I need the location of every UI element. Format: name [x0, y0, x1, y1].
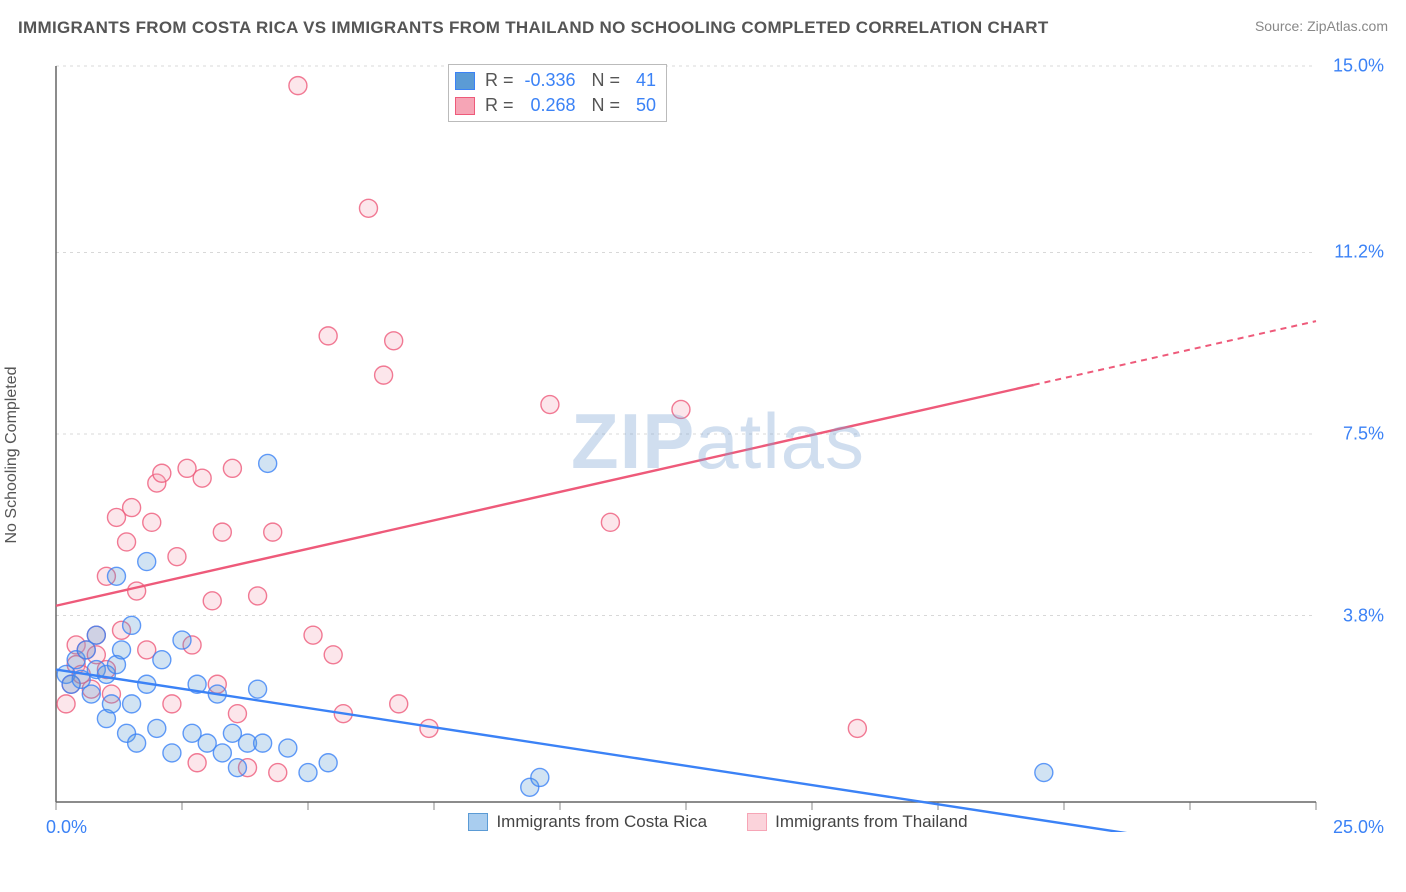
source-label: Source: ZipAtlas.com: [1255, 18, 1388, 34]
n-label: N =: [592, 68, 621, 93]
legend-swatch-thailand: [747, 813, 767, 831]
r-value-thailand: 0.268: [520, 93, 576, 118]
stats-row-costa-rica: R = -0.336 N = 41: [455, 68, 656, 93]
y-tick-label: 7.5%: [1343, 424, 1384, 445]
y-axis-label: No Schooling Completed: [3, 367, 21, 544]
legend-label-thailand: Immigrants from Thailand: [775, 812, 967, 832]
y-tick-label: 11.2%: [1334, 242, 1384, 263]
swatch-costa-rica: [455, 72, 475, 90]
legend-item-thailand: Immigrants from Thailand: [747, 812, 967, 832]
y-tick-label: 15.0%: [1333, 56, 1384, 77]
r-label: R =: [485, 93, 514, 118]
chart-title: IMMIGRANTS FROM COSTA RICA VS IMMIGRANTS…: [18, 18, 1049, 38]
n-label: N =: [592, 93, 621, 118]
r-value-costa-rica: -0.336: [520, 68, 576, 93]
swatch-thailand: [455, 97, 475, 115]
legend-item-costa-rica: Immigrants from Costa Rica: [468, 812, 707, 832]
plot-area: ZIPatlas R = -0.336 N = 41 R = 0.268 N =…: [48, 62, 1388, 832]
stats-row-thailand: R = 0.268 N = 50: [455, 93, 656, 118]
stats-legend: R = -0.336 N = 41 R = 0.268 N = 50: [448, 64, 667, 122]
legend-swatch-costa-rica: [468, 813, 488, 831]
n-value-costa-rica: 41: [626, 68, 656, 93]
r-label: R =: [485, 68, 514, 93]
scatter-plot: [48, 62, 1388, 832]
y-tick-label: 3.8%: [1343, 605, 1384, 626]
legend-label-costa-rica: Immigrants from Costa Rica: [496, 812, 707, 832]
n-value-thailand: 50: [626, 93, 656, 118]
bottom-legend: Immigrants from Costa Rica Immigrants fr…: [48, 812, 1388, 832]
